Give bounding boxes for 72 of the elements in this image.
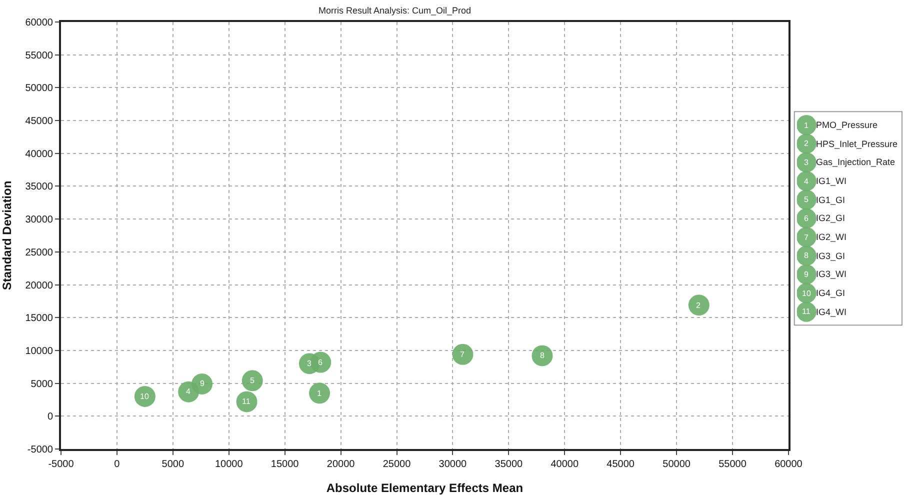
- x-tick-label: 25000: [382, 459, 412, 470]
- text: 7: [804, 233, 808, 242]
- point: [236, 391, 258, 412]
- x-tick-label: 50000: [662, 459, 691, 470]
- text: 2: [804, 139, 808, 148]
- x-tick-label: 20000: [326, 459, 356, 470]
- annotation: 2: [696, 301, 701, 310]
- annotation: 4: [186, 387, 191, 396]
- x-tick-label: 60000: [774, 459, 803, 470]
- text: 6: [804, 214, 808, 223]
- y-tick-label: 55000: [25, 50, 54, 62]
- legend-label: HPS_Inlet_Pressure: [816, 139, 898, 149]
- annotation: 9: [200, 379, 205, 388]
- y-tick-label: 25000: [25, 247, 54, 258]
- y-tick-label: 10000: [25, 346, 54, 357]
- y-tick-label: 45000: [25, 116, 54, 128]
- x-tick-label: 5000: [162, 459, 184, 470]
- text: 3: [804, 158, 808, 167]
- text: 5: [804, 195, 808, 204]
- legend-label: IG2_WI: [816, 232, 847, 242]
- text: 10: [802, 289, 811, 298]
- annotation: 8: [540, 351, 545, 360]
- y-tick-label: 5000: [30, 378, 54, 390]
- legend-label: IG4_WI: [816, 307, 847, 317]
- y-tick-label: 20000: [25, 280, 54, 292]
- y-tick-label: 35000: [25, 182, 54, 193]
- text: 11: [802, 307, 810, 316]
- y-tick-label: 60000: [25, 18, 54, 28]
- chart-title: Morris Result Analysis: Cum_Oil_Prod: [318, 6, 472, 16]
- point: [192, 373, 213, 394]
- annotation: 3: [307, 359, 312, 368]
- annotation: 7: [460, 350, 465, 359]
- text: 1: [804, 121, 808, 130]
- point: [452, 344, 474, 365]
- legend-label: IG3_GI: [816, 251, 846, 261]
- text: 9: [804, 270, 808, 279]
- text: 8: [804, 251, 808, 260]
- y-axis-title: Standard Deviation: [0, 180, 14, 290]
- x-tick-label: 45000: [606, 459, 635, 470]
- point: [688, 294, 710, 316]
- x-tick-label: 0: [114, 459, 120, 470]
- annotation: 5: [250, 376, 255, 385]
- y-tick-label: 0: [47, 412, 54, 423]
- legend-label: PMO_Pressure: [816, 120, 878, 130]
- x-tick-label: 35000: [494, 459, 524, 470]
- legend-label: IG1_GI: [816, 195, 846, 205]
- point: [310, 352, 332, 373]
- y-tick-label: 50000: [25, 83, 54, 94]
- legend-label: IG2_GI: [816, 213, 846, 223]
- annotation: 10: [140, 392, 150, 401]
- x-tick-label: 40000: [550, 459, 579, 470]
- point: [242, 370, 263, 392]
- y-tick-label: 30000: [25, 214, 54, 226]
- y-tick-label: 40000: [25, 148, 54, 160]
- annotation: 1: [317, 389, 322, 398]
- point: [309, 382, 330, 404]
- x-tick-label: 55000: [718, 459, 747, 470]
- x-tick-label: 15000: [270, 459, 300, 470]
- x-tick-label: 10000: [214, 459, 244, 470]
- text: 4: [804, 177, 808, 186]
- legend-label: IG1_WI: [816, 176, 847, 186]
- legend-label: IG4_GI: [816, 288, 846, 298]
- x-tick-label: 30000: [438, 459, 468, 470]
- y-tick-label: -5000: [27, 444, 54, 456]
- legend-label: Gas_Injection_Rate: [816, 157, 896, 167]
- annotation: 11: [242, 397, 251, 406]
- point: [532, 345, 553, 366]
- x-tick-label: -5000: [48, 459, 74, 470]
- legend-label: IG3_WI: [816, 269, 847, 279]
- x-axis-title: Absolute Elementary Effects Mean: [326, 481, 524, 495]
- y-tick-label: 15000: [25, 313, 54, 324]
- annotation: 6: [318, 358, 323, 367]
